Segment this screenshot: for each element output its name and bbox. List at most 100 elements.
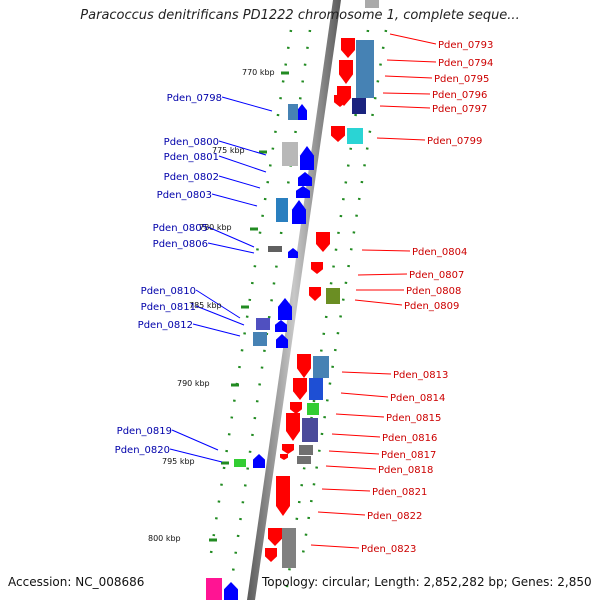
forward-gene-arrow xyxy=(298,172,312,186)
label-leader xyxy=(361,249,411,252)
forward-gene-label: Pden_0811 xyxy=(141,302,196,313)
forward-gene-arrow xyxy=(300,146,314,170)
forward-gene-label: Pden_0819 xyxy=(117,426,172,437)
reverse-gene-label: Pden_0816 xyxy=(382,433,437,444)
chromosome-backbone xyxy=(247,0,341,600)
kbp-label: 795 kbp xyxy=(162,457,195,466)
label-leader xyxy=(317,511,366,516)
reverse-gene-arrow xyxy=(339,60,353,84)
kbp-label: 800 kbp xyxy=(148,534,181,543)
feature-box xyxy=(234,459,246,467)
label-leader xyxy=(382,92,431,95)
label-leader xyxy=(195,289,241,319)
feature-box xyxy=(307,403,319,415)
reverse-gene-label: Pden_0821 xyxy=(372,487,427,498)
feature-box xyxy=(282,528,296,568)
forward-gene-label: Pden_0810 xyxy=(141,286,196,297)
genome-summary-text: Topology: circular; Length: 2,852,282 bp… xyxy=(262,575,592,589)
reverse-gene-arrow xyxy=(282,444,294,454)
label-leader xyxy=(218,155,267,173)
label-leader xyxy=(389,33,437,45)
forward-gene-arrow xyxy=(288,248,298,258)
label-leader xyxy=(218,140,267,156)
reverse-gene-arrow xyxy=(293,378,307,400)
reverse-gene-arrow xyxy=(297,354,311,378)
feature-box xyxy=(282,142,298,166)
label-leader xyxy=(192,323,241,337)
forward-gene-arrow xyxy=(292,200,306,224)
feature-box xyxy=(313,356,329,378)
label-leader xyxy=(171,429,219,451)
feature-box xyxy=(356,40,374,98)
forward-gene-arrow xyxy=(276,334,288,348)
label-leader xyxy=(211,193,258,207)
kbp-label: 785 kbp xyxy=(189,301,222,310)
forward-gene-arrow xyxy=(278,298,292,320)
reverse-gene-label: Pden_0814 xyxy=(390,393,445,404)
feature-box xyxy=(276,198,288,222)
forward-gene-arrow xyxy=(253,454,265,468)
reverse-gene-label: Pden_0823 xyxy=(361,544,416,555)
label-leader xyxy=(335,413,385,418)
reverse-gene-label: Pden_0797 xyxy=(432,104,487,115)
forward-gene-label: Pden_0802 xyxy=(164,172,219,183)
forward-gene-arrow xyxy=(224,582,238,600)
reverse-gene-label: Pden_0822 xyxy=(367,511,422,522)
label-leader xyxy=(354,299,403,306)
label-leader xyxy=(357,273,408,276)
kbp-label: 780 kbp xyxy=(199,223,232,232)
forward-gene-arrow xyxy=(297,104,307,120)
reverse-gene-label: Pden_0813 xyxy=(393,370,448,381)
reverse-gene-arrow xyxy=(316,232,330,252)
feature-box xyxy=(299,445,313,455)
label-leader xyxy=(169,448,223,463)
forward-gene-label: Pden_0820 xyxy=(115,445,170,456)
reverse-gene-arrow xyxy=(331,126,345,142)
reverse-gene-label: Pden_0794 xyxy=(438,58,493,69)
reverse-gene-arrow xyxy=(286,413,300,441)
feature-box xyxy=(288,104,298,120)
feature-box xyxy=(326,288,340,304)
label-leader xyxy=(221,96,273,112)
kbp-label: 775 kbp xyxy=(212,146,245,155)
reverse-gene-label: Pden_0793 xyxy=(438,40,493,51)
forward-gene-label: Pden_0800 xyxy=(164,137,219,148)
forward-gene-label: Pden_0805 xyxy=(153,223,208,234)
accession-text: Accession: NC_008686 xyxy=(8,575,145,589)
forward-gene-label: Pden_0801 xyxy=(164,152,219,163)
label-leader xyxy=(379,105,431,109)
reverse-gene-label: Pden_0795 xyxy=(434,74,489,85)
forward-gene-arrow xyxy=(275,320,287,332)
reverse-gene-label: Pden_0808 xyxy=(406,286,461,297)
label-leader xyxy=(310,544,360,549)
reverse-gene-arrow xyxy=(290,402,302,414)
map-title: Paracoccus denitrificans PD1222 chromoso… xyxy=(80,8,520,23)
reverse-gene-arrow xyxy=(268,528,282,546)
feature-box xyxy=(309,378,323,400)
label-leader xyxy=(218,175,261,189)
label-leader xyxy=(386,59,437,63)
feature-box xyxy=(302,418,318,442)
reverse-gene-arrow xyxy=(280,454,288,460)
feature-box xyxy=(206,578,222,600)
label-leader xyxy=(207,242,255,254)
feature-box xyxy=(256,318,270,330)
reverse-gene-arrow xyxy=(276,476,290,516)
reverse-gene-arrow xyxy=(341,38,355,58)
label-leader xyxy=(207,226,255,248)
label-leader xyxy=(321,488,371,492)
label-leader xyxy=(325,465,377,470)
label-leader xyxy=(384,75,433,79)
reverse-gene-label: Pden_0796 xyxy=(432,90,487,101)
label-leader xyxy=(341,371,392,375)
label-leader xyxy=(331,433,381,438)
reverse-gene-arrow xyxy=(265,548,277,562)
forward-gene-label: Pden_0806 xyxy=(153,239,208,250)
reverse-gene-label: Pden_0817 xyxy=(381,450,436,461)
forward-gene-label: Pden_0812 xyxy=(138,320,193,331)
reverse-gene-label: Pden_0804 xyxy=(412,247,467,258)
reverse-gene-label: Pden_0807 xyxy=(409,270,464,281)
feature-box xyxy=(365,0,379,8)
reverse-gene-label: Pden_0809 xyxy=(404,301,459,312)
